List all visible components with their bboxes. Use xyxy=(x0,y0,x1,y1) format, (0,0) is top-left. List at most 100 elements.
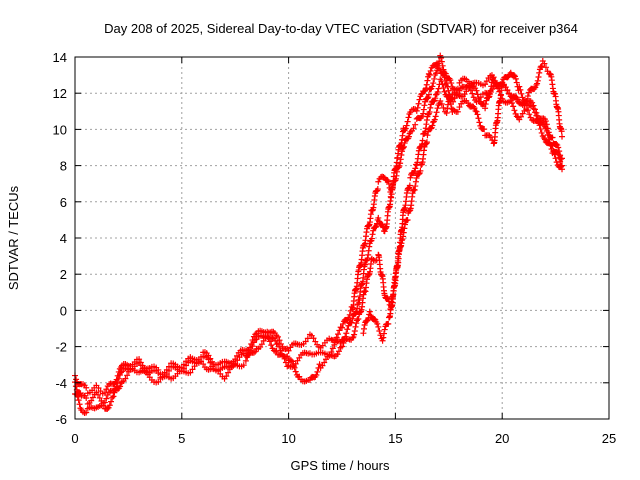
data-point xyxy=(516,83,523,90)
data-point xyxy=(470,94,477,101)
data-point xyxy=(439,62,446,69)
data-point xyxy=(559,162,566,169)
x-tick-label: 10 xyxy=(281,431,295,446)
data-point xyxy=(542,64,549,71)
data-point xyxy=(411,168,418,175)
data-point xyxy=(381,330,388,337)
data-point xyxy=(530,105,537,112)
data-point xyxy=(321,359,328,366)
data-point xyxy=(339,320,346,327)
data-point xyxy=(272,337,279,344)
data-point xyxy=(448,94,455,101)
data-point xyxy=(287,357,294,364)
data-point xyxy=(198,358,205,365)
y-tick-label: 6 xyxy=(60,195,67,210)
data-point xyxy=(375,323,382,330)
data-point xyxy=(412,121,419,128)
data-point xyxy=(487,87,494,94)
data-point xyxy=(351,331,358,338)
data-point xyxy=(398,237,405,244)
data-point xyxy=(246,350,253,357)
data-point xyxy=(375,178,382,185)
data-point xyxy=(485,94,492,101)
data-point xyxy=(427,104,434,111)
data-point xyxy=(155,369,162,376)
data-point xyxy=(523,97,530,104)
data-point xyxy=(250,339,257,346)
data-point xyxy=(536,69,543,76)
data-point xyxy=(374,320,381,327)
data-point xyxy=(513,79,520,86)
data-point xyxy=(557,158,564,165)
data-point xyxy=(424,95,431,102)
data-point xyxy=(476,119,483,126)
data-point xyxy=(517,86,524,93)
data-point xyxy=(114,379,121,386)
data-point xyxy=(443,80,450,87)
data-point xyxy=(189,366,196,373)
data-point xyxy=(376,328,383,335)
data-point xyxy=(434,105,441,112)
data-point xyxy=(115,375,122,382)
data-point xyxy=(482,105,489,112)
data-point xyxy=(413,107,420,114)
data-point xyxy=(292,368,299,375)
data-point xyxy=(473,108,480,115)
data-point xyxy=(482,81,489,88)
data-point xyxy=(385,178,392,185)
data-point xyxy=(335,348,342,355)
data-point xyxy=(95,385,102,392)
data-point xyxy=(336,327,343,334)
data-point xyxy=(423,81,430,88)
data-point xyxy=(441,88,448,95)
data-point xyxy=(339,324,345,331)
data-point xyxy=(553,141,560,148)
data-point xyxy=(430,80,437,87)
data-point xyxy=(447,77,454,84)
data-point xyxy=(436,65,443,72)
data-point xyxy=(482,101,489,108)
data-point xyxy=(349,334,356,341)
data-point xyxy=(474,91,481,98)
data-point xyxy=(559,133,566,140)
data-point xyxy=(556,154,563,161)
data-point xyxy=(111,387,118,394)
data-point xyxy=(374,186,381,193)
data-point xyxy=(104,405,111,412)
data-point xyxy=(395,164,402,171)
data-point xyxy=(531,109,538,116)
data-point xyxy=(316,361,323,368)
y-tick-label: 14 xyxy=(53,50,67,65)
data-point xyxy=(543,128,550,135)
data-point xyxy=(269,334,276,341)
data-point xyxy=(440,70,447,77)
data-point xyxy=(371,315,378,322)
x-tick-label: 25 xyxy=(602,431,616,446)
data-point xyxy=(542,118,549,125)
data-point xyxy=(423,85,430,92)
data-point xyxy=(225,369,232,376)
data-point xyxy=(512,75,519,82)
data-point xyxy=(379,337,386,344)
data-point xyxy=(110,393,117,400)
data-point xyxy=(205,356,212,363)
data-point xyxy=(454,92,461,99)
y-tick-label: 8 xyxy=(60,159,67,174)
data-point xyxy=(401,139,408,146)
data-point xyxy=(73,376,80,383)
data-point xyxy=(534,80,541,87)
data-point xyxy=(402,125,409,132)
axis-ticks: 0 5 10 15 20 25 -6 -4 -2 0 2 4 6 8 10 12 14 xyxy=(53,50,617,446)
data-point xyxy=(555,144,562,151)
data-point xyxy=(475,95,482,102)
data-point xyxy=(440,84,447,91)
data-point xyxy=(302,338,309,345)
data-point xyxy=(534,77,541,84)
data-point xyxy=(445,87,452,94)
data-point xyxy=(368,235,375,242)
data-point xyxy=(360,330,367,337)
data-point xyxy=(76,401,83,408)
data-point xyxy=(411,186,418,193)
data-point xyxy=(252,331,259,338)
data-point xyxy=(355,315,362,322)
